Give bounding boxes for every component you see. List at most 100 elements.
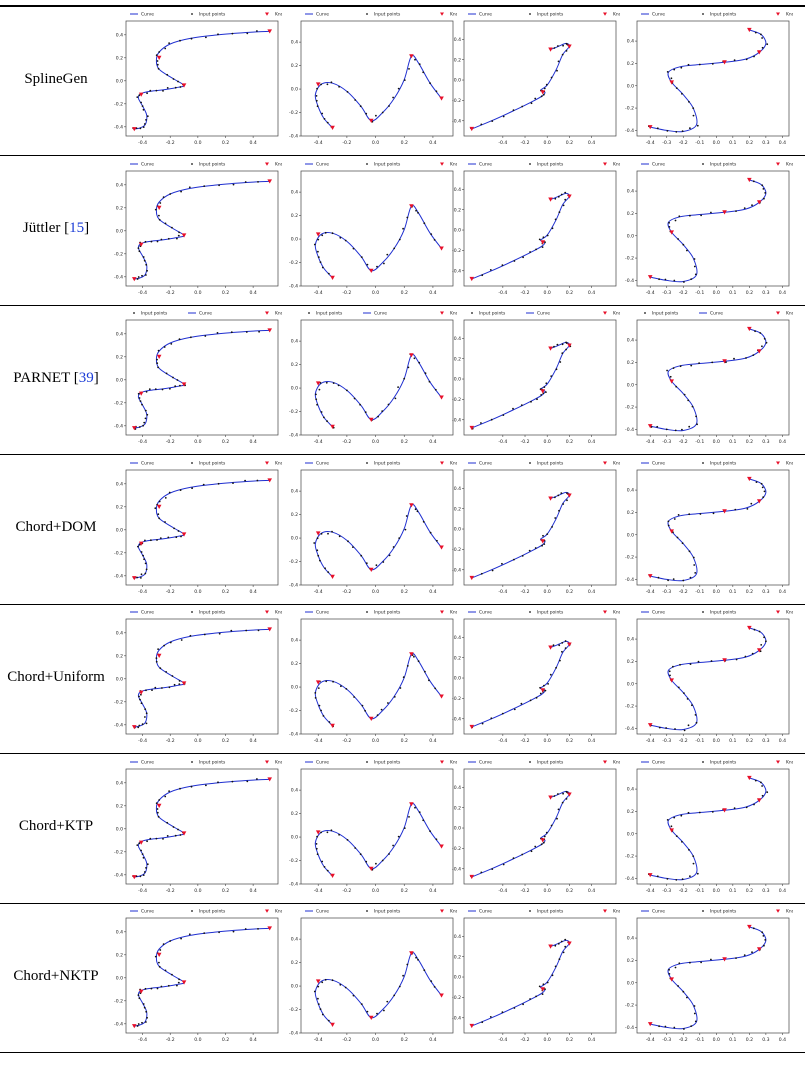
y-tick-label: 0.4 [116, 331, 123, 337]
y-tick-label: 0.0 [116, 78, 123, 84]
input-point [735, 209, 737, 212]
citation-number: 15 [69, 220, 85, 237]
input-point [556, 69, 558, 72]
input-point [145, 1010, 148, 1013]
input-point [232, 481, 234, 484]
x-tick-label: -0.2 [166, 1037, 175, 1043]
knot-marker [156, 354, 162, 359]
input-point [551, 525, 553, 528]
legend-label: Curve [537, 311, 550, 317]
legend-label: Input points [374, 460, 401, 466]
input-point [365, 561, 368, 564]
input-point [397, 835, 400, 837]
input-point [347, 539, 349, 542]
input-point [162, 90, 164, 92]
x-tick-label: -0.4 [138, 140, 147, 146]
knot-marker [722, 209, 727, 215]
y-tick-label: 0.4 [291, 638, 298, 644]
input-point [418, 63, 421, 66]
input-point [683, 729, 686, 732]
method-label: Chord+Uniform [0, 669, 112, 686]
input-point [316, 852, 319, 855]
input-point [691, 405, 694, 408]
knot-marker [409, 203, 414, 208]
x-tick-label: 0.0 [713, 1037, 720, 1043]
y-tick-label: -0.4 [289, 134, 298, 140]
knot-marker [647, 274, 653, 279]
input-point [689, 961, 691, 964]
x-tick-label: 0.0 [544, 888, 551, 894]
input-point [557, 45, 559, 47]
y-tick-label: -0.2 [625, 853, 634, 859]
x-tick-label: -0.3 [662, 1037, 671, 1043]
y-tick-label: 0.4 [116, 182, 123, 188]
x-tick-label: 0.1 [729, 1037, 736, 1043]
method-row: Chord+DOM -0.4 -0.2 0.0 0.2 0.4 -0.4 -0.2 0.0 0.2… [0, 455, 805, 605]
x-tick-label: -0.4 [138, 290, 147, 296]
plot-panel: -0.4 -0.2 0.0 0.2 0.4 -0.4 -0.2 0.0 0.2 0.4 Curve I… [289, 161, 457, 295]
input-point [764, 191, 767, 194]
x-tick-label: -0.3 [662, 738, 671, 744]
input-point [353, 696, 355, 698]
y-tick-label: 0.0 [454, 676, 461, 682]
input-point [317, 687, 320, 689]
input-point [315, 398, 318, 401]
x-tick-label: -0.2 [521, 290, 530, 296]
input-point [417, 660, 420, 663]
input-point [325, 680, 328, 683]
input-point [489, 1016, 492, 1018]
input-point [145, 722, 148, 725]
input-point [366, 1010, 369, 1013]
input-point [144, 409, 147, 412]
plot-frame [300, 170, 454, 286]
input-point [258, 330, 260, 333]
knot-marker [409, 54, 414, 59]
input-point [414, 58, 416, 61]
y-tick-label: 0.4 [291, 937, 298, 943]
input-point [480, 123, 483, 126]
y-tick-label: 0.0 [116, 826, 123, 832]
x-tick-label: -0.4 [646, 140, 655, 146]
input-point [167, 237, 170, 240]
knot-marker [315, 530, 321, 536]
input-point [406, 963, 409, 966]
knot-marker [181, 681, 187, 686]
x-tick-label: -0.4 [646, 738, 655, 744]
input-point [164, 496, 167, 499]
input-point [534, 845, 537, 847]
input-point [513, 708, 516, 711]
input-point [139, 400, 142, 402]
input-point [345, 688, 348, 690]
input-point [352, 247, 355, 249]
legend-label: Knot [275, 161, 282, 167]
input-point [664, 278, 667, 280]
knot-marker [567, 44, 572, 49]
legend-knot-swatch [265, 760, 269, 764]
curve-line [650, 328, 767, 432]
legend-point-swatch [702, 461, 704, 464]
legend-label: Input points [710, 909, 737, 915]
input-point [566, 498, 568, 501]
input-point [144, 716, 146, 718]
input-point [244, 479, 247, 481]
legend-point-swatch [702, 910, 704, 912]
input-point [535, 995, 537, 998]
input-point [688, 549, 691, 552]
input-point [553, 47, 556, 49]
knot-marker [368, 866, 374, 871]
x-tick-label: -0.2 [342, 888, 351, 894]
input-point [324, 566, 326, 569]
x-tick-label: 0.2 [566, 140, 573, 146]
x-tick-label: 0.2 [746, 888, 753, 894]
input-point [393, 696, 396, 698]
input-point [217, 33, 219, 36]
plot-panel: -0.4 -0.3 -0.2 -0.1 0.0 0.1 0.2 0.3 0.4 -0.4 -0.2 0… [625, 12, 793, 146]
legend-point-swatch [366, 13, 368, 15]
legend-knot-swatch [776, 162, 780, 166]
x-tick-label: 0.3 [762, 140, 769, 146]
x-tick-label: 0.2 [566, 439, 573, 445]
input-point [141, 105, 144, 107]
x-tick-label: 0.2 [566, 589, 573, 595]
input-point [430, 232, 433, 235]
y-tick-label: 0.4 [116, 32, 123, 38]
